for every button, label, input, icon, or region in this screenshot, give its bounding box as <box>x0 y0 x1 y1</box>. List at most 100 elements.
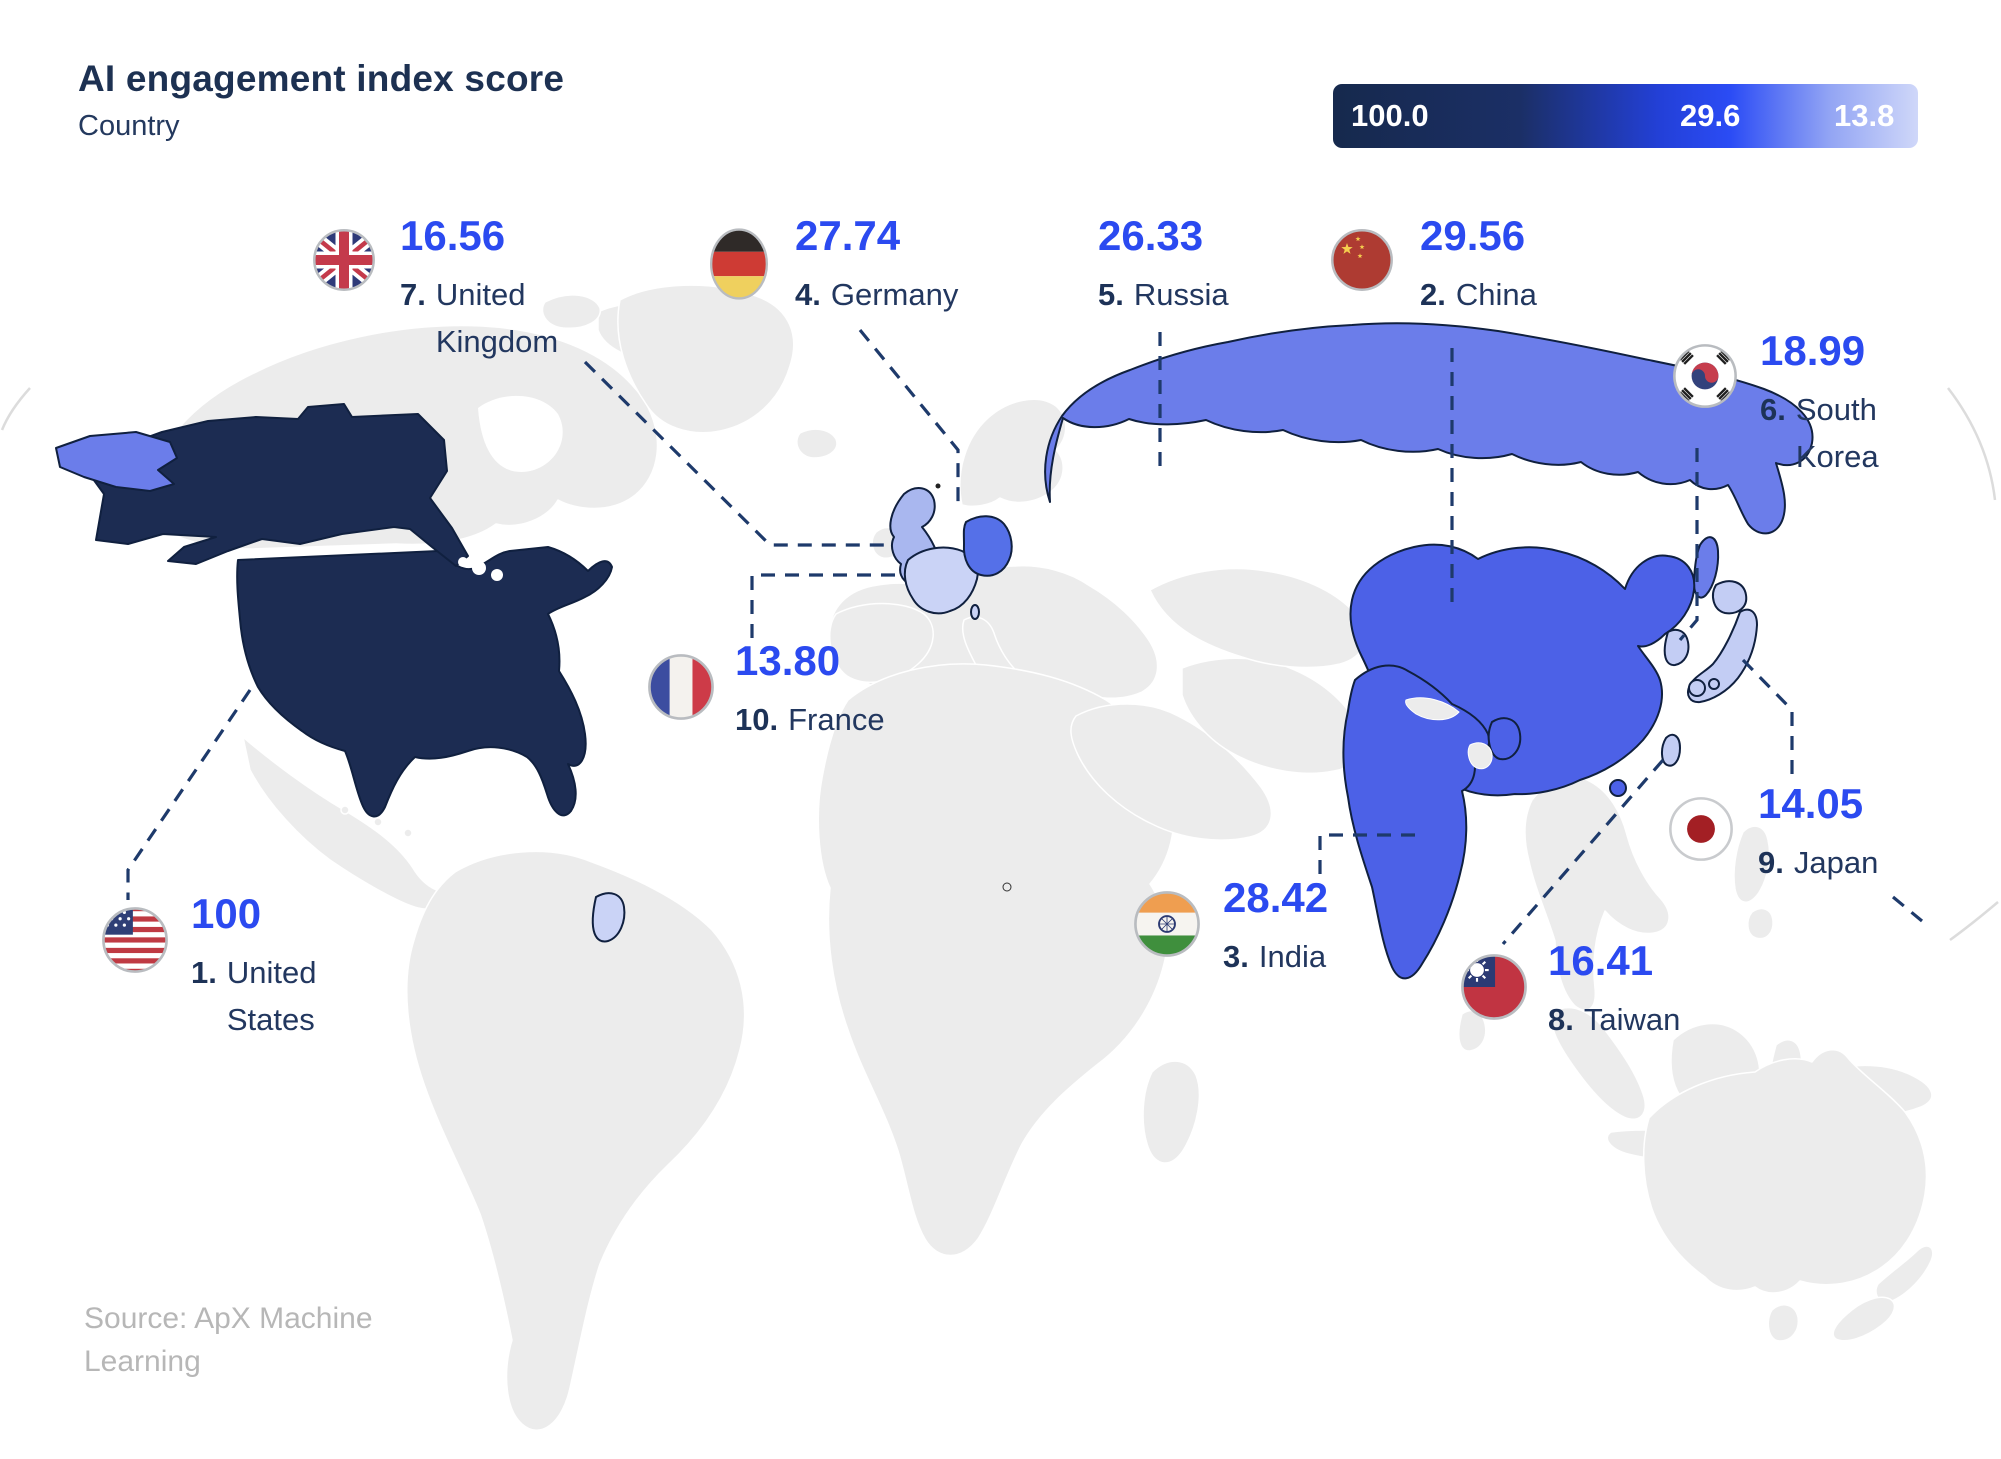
map-country-taiwan <box>1661 733 1681 767</box>
map-country-russia <box>1044 322 1814 535</box>
map-sumatra <box>1551 1007 1646 1120</box>
map-japan-kyushu <box>1688 679 1706 697</box>
map-shetland-dot <box>935 483 941 489</box>
map-south-america <box>406 850 746 1431</box>
label-china: 29.56 2. China <box>1330 215 1537 319</box>
score-japan: 14.05 <box>1758 780 1864 827</box>
name-china: China <box>1455 277 1537 312</box>
label-south-korea: 18.99 6. South Korea <box>1672 330 1946 480</box>
map-mindanao <box>1747 907 1774 940</box>
rank-india: 3. <box>1223 939 1249 974</box>
map-africa <box>817 663 1175 1257</box>
map-hudson-bay <box>478 395 563 472</box>
leader-india <box>1318 833 1415 884</box>
score-france: 13.80 <box>735 637 841 684</box>
map-japan-hokkaido <box>1712 580 1748 615</box>
source-attribution: Source: ApX Machine Learning <box>84 1302 373 1378</box>
legend-max-label: 100.0 <box>1351 98 1429 133</box>
south-korea-flag-icon <box>1673 344 1737 408</box>
color-scale-legend: 100.0 29.6 13.8 <box>1333 84 1918 148</box>
map-nepal <box>1405 697 1460 721</box>
map-alaska <box>87 403 469 567</box>
label-taiwan: 16.41 8. Taiwan <box>1460 940 1680 1044</box>
map-corsica <box>970 604 980 620</box>
germany-flag-icon <box>709 228 769 300</box>
score-germany: 27.74 <box>795 212 901 259</box>
header: AI engagement index score Country <box>78 58 564 143</box>
map-australia <box>1642 1049 1928 1294</box>
map-country-united-states <box>236 546 613 818</box>
rank-united-kingdom: 7. <box>400 277 426 312</box>
label-india: 28.42 3. India <box>1133 877 1328 981</box>
china-flag-icon <box>1331 229 1393 291</box>
legend-min-label: 13.8 <box>1834 98 1895 133</box>
map-indochina <box>1524 775 1670 1011</box>
water-cutouts <box>478 395 563 472</box>
leader-germany <box>858 328 960 508</box>
map-scandinavia <box>959 398 1067 508</box>
leader-united-states <box>126 689 252 900</box>
rank-united-states: 1. <box>191 955 217 990</box>
score-united-states: 100 <box>191 890 262 937</box>
lake-3 <box>491 569 503 581</box>
map-iberia <box>828 602 934 683</box>
lake-2 <box>472 561 486 575</box>
map-arctic-island-2 <box>541 294 601 329</box>
name-japan: Japan <box>1793 845 1879 880</box>
label-germany: 27.74 4. Germany <box>709 215 958 319</box>
label-france: 13.80 10. France <box>647 640 885 744</box>
japan-flag-icon <box>1669 797 1733 861</box>
name-india: India <box>1258 939 1327 974</box>
leader-south-korea <box>1678 448 1699 642</box>
edge-arc-right-lower <box>1949 901 1999 942</box>
map-iceland <box>796 428 838 459</box>
taiwan-flag-icon <box>1461 954 1527 1020</box>
legend-mid-label: 29.6 <box>1680 98 1741 133</box>
map-country-india <box>1342 664 1491 980</box>
uk-flag-icon <box>313 229 375 291</box>
rank-japan: 9. <box>1758 845 1784 880</box>
page-title: AI engagement index score <box>78 58 565 99</box>
map-japan-honshu <box>1687 608 1758 704</box>
score-india: 28.42 <box>1223 874 1329 921</box>
map-new-zealand-south <box>1832 1296 1896 1342</box>
map-sakhalin <box>1692 536 1720 599</box>
lake-1 <box>458 557 468 567</box>
rank-russia: 5. <box>1098 277 1124 312</box>
landmass-gray-group <box>148 284 1934 1431</box>
leader-united-kingdom <box>583 360 890 547</box>
border-notches <box>1405 697 1493 770</box>
leader-lines <box>126 328 1924 946</box>
score-united-kingdom: 16.56 <box>400 212 506 259</box>
rank-france: 10. <box>735 702 779 737</box>
page-subtitle: Country <box>78 110 180 142</box>
leader-japan-edge <box>1891 895 1924 923</box>
map-french-guiana <box>591 892 626 943</box>
map-hainan <box>1609 779 1627 797</box>
projection-edge-arcs <box>0 387 1999 942</box>
name-germany: Germany <box>830 277 959 312</box>
map-philippines <box>1733 825 1771 903</box>
label-united-states: 100 1. United States <box>101 893 397 1043</box>
edge-arc-left <box>0 387 31 431</box>
india-flag-icon <box>1134 891 1200 957</box>
score-china: 29.56 <box>1420 212 1526 259</box>
france-flag-icon <box>648 654 714 720</box>
map-caribbean-island-3 <box>403 828 413 838</box>
score-south-korea: 18.99 <box>1760 327 1866 374</box>
map-caribbean-island-1 <box>340 805 350 815</box>
label-russia: 26.33 5. Russia <box>1098 215 1229 319</box>
map-caribbean-island-2 <box>373 817 383 827</box>
name-russia: Russia <box>1133 277 1229 312</box>
map-madagascar <box>1142 1060 1201 1164</box>
map-arabia <box>1070 703 1273 841</box>
rank-taiwan: 8. <box>1548 1002 1574 1037</box>
us-flag-icon <box>102 907 168 973</box>
map-bangladesh <box>1467 742 1493 770</box>
map-chukotka-west <box>55 431 178 492</box>
score-russia: 26.33 <box>1098 212 1204 259</box>
name-taiwan: Taiwan <box>1583 1002 1681 1037</box>
great-lakes <box>458 557 503 581</box>
map-japan-shikoku <box>1708 678 1720 690</box>
